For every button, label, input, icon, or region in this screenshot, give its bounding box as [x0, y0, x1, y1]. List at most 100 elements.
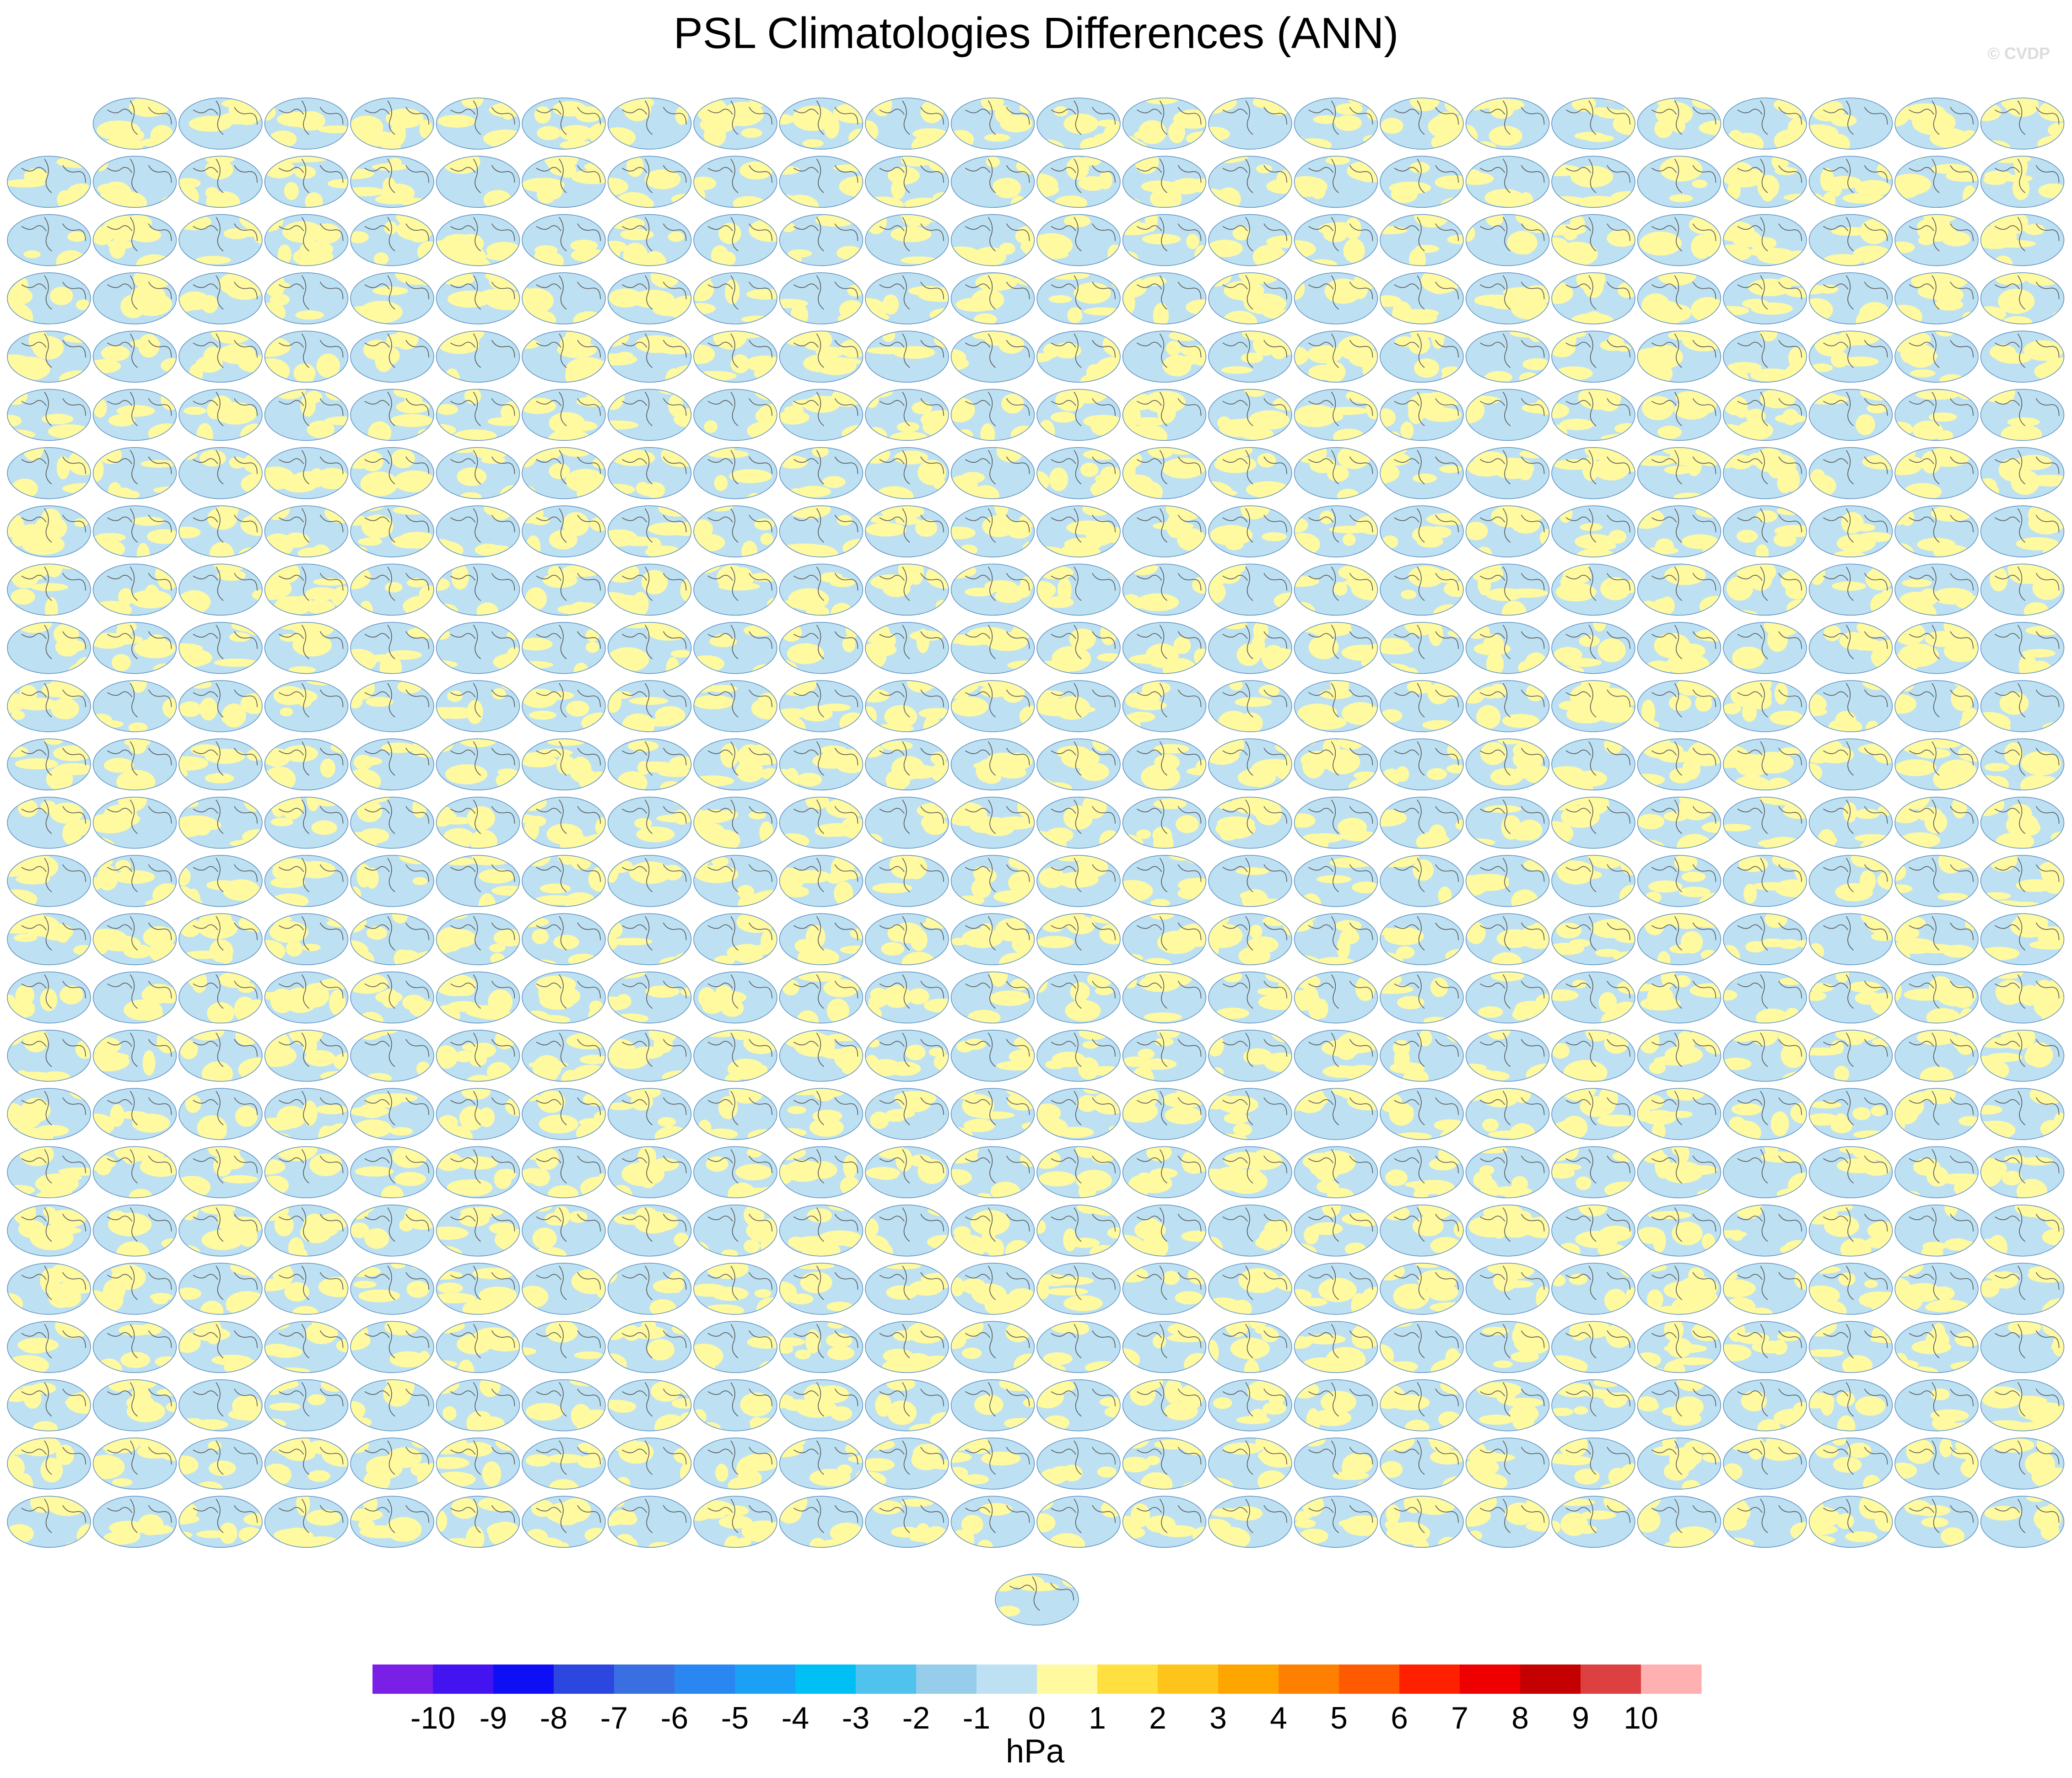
map-panel — [1294, 214, 1378, 266]
map-panel — [1808, 330, 1893, 383]
map-panel — [178, 272, 263, 324]
map-panel — [1380, 97, 1464, 150]
map-panel — [1637, 97, 1721, 150]
map-panel — [1980, 156, 2065, 208]
map-panel — [1380, 738, 1464, 791]
map-panel — [1380, 272, 1464, 324]
colorbar-swatch — [1037, 1665, 1098, 1694]
map-panel — [779, 563, 863, 616]
map-panel — [1380, 389, 1464, 441]
map-panel — [178, 738, 263, 791]
map-panel — [522, 156, 606, 208]
map-panel — [1465, 156, 1550, 208]
map-panel — [1380, 214, 1464, 266]
map-panel — [1294, 505, 1378, 557]
map-panel — [1637, 272, 1721, 324]
map-panel — [1723, 389, 1807, 441]
map-panel — [264, 680, 349, 732]
map-panel — [436, 330, 520, 383]
colorbar-tick-label: 3 — [1209, 1701, 1227, 1735]
map-panel — [1036, 738, 1121, 791]
map-panel — [1465, 563, 1550, 616]
map-panel — [1208, 330, 1292, 383]
chart-title: PSL Climatologies Differences (ANN) — [673, 9, 1399, 58]
map-panel — [1380, 330, 1464, 383]
map-panel — [1808, 680, 1893, 732]
map-panel — [607, 796, 692, 849]
colorbar-swatch — [735, 1665, 796, 1694]
map-panel — [1380, 680, 1464, 732]
map-panel — [436, 447, 520, 499]
map-panel — [1294, 330, 1378, 383]
colorbar-tick-label: -10 — [410, 1701, 455, 1735]
colorbar-tick-label: -2 — [902, 1701, 930, 1735]
colorbar-swatch — [1641, 1665, 1702, 1694]
map-panel — [7, 563, 91, 616]
colorbar-tick-label: -7 — [600, 1701, 628, 1735]
map-panel — [92, 330, 177, 383]
map-panel — [1723, 621, 1807, 674]
map-panel — [92, 505, 177, 557]
map-panel — [865, 505, 949, 557]
map-panel — [1208, 796, 1292, 849]
map-panel — [1723, 97, 1807, 150]
map-panel — [1894, 214, 1979, 266]
map-panel — [1723, 156, 1807, 208]
map-panel — [1551, 447, 1635, 499]
map-panel — [264, 855, 349, 907]
colorbar-swatch — [1339, 1665, 1400, 1694]
map-panel — [1122, 330, 1207, 383]
map-panel — [1208, 680, 1292, 732]
map-panel — [779, 447, 863, 499]
map-panel — [1808, 97, 1893, 150]
map-panel — [1036, 796, 1121, 849]
map-panel — [1980, 563, 2065, 616]
map-panel — [1723, 272, 1807, 324]
map-panel — [1465, 389, 1550, 441]
map-panel — [1980, 330, 2065, 383]
colorbar-tick-label: -8 — [540, 1701, 567, 1735]
map-panel — [693, 796, 777, 849]
map-panel — [7, 505, 91, 557]
map-panel — [1036, 680, 1121, 732]
colorbar-tick-label: 2 — [1149, 1701, 1166, 1735]
colorbar-tick-label: 6 — [1391, 1701, 1408, 1735]
map-panel — [1808, 621, 1893, 674]
colorbar-tick-label: 10 — [1624, 1701, 1658, 1735]
map-panel — [865, 563, 949, 616]
colorbar-tick-label: 1 — [1089, 1701, 1106, 1735]
map-panel — [779, 796, 863, 849]
map-panel — [1723, 680, 1807, 732]
map-panel — [1208, 621, 1292, 674]
map-panel — [693, 738, 777, 791]
map-panel — [1208, 272, 1292, 324]
map-panel — [264, 447, 349, 499]
map-panel — [1465, 447, 1550, 499]
map-panel — [522, 621, 606, 674]
map-panel — [607, 214, 692, 266]
map-panel — [1637, 389, 1721, 441]
map-panel — [1380, 563, 1464, 616]
map-panel — [607, 156, 692, 208]
map-panel — [1637, 214, 1721, 266]
map-panel — [522, 505, 606, 557]
map-panel — [522, 389, 606, 441]
map-panel — [1122, 621, 1207, 674]
map-panel — [1380, 621, 1464, 674]
map-panel — [1808, 505, 1893, 557]
colorbar-tick-label: 7 — [1451, 1701, 1468, 1735]
map-panel — [950, 796, 1035, 849]
colorbar-swatch — [1097, 1665, 1158, 1694]
colorbar-swatch — [1279, 1665, 1339, 1694]
map-panel — [522, 97, 606, 150]
map-panel — [350, 680, 434, 732]
map-panel — [264, 563, 349, 616]
map-panel — [1465, 621, 1550, 674]
map-panel — [607, 738, 692, 791]
colorbar-tick-label: -1 — [963, 1701, 990, 1735]
map-panel — [1122, 272, 1207, 324]
map-panel — [1894, 738, 1979, 791]
colorbar-swatch — [977, 1665, 1037, 1694]
